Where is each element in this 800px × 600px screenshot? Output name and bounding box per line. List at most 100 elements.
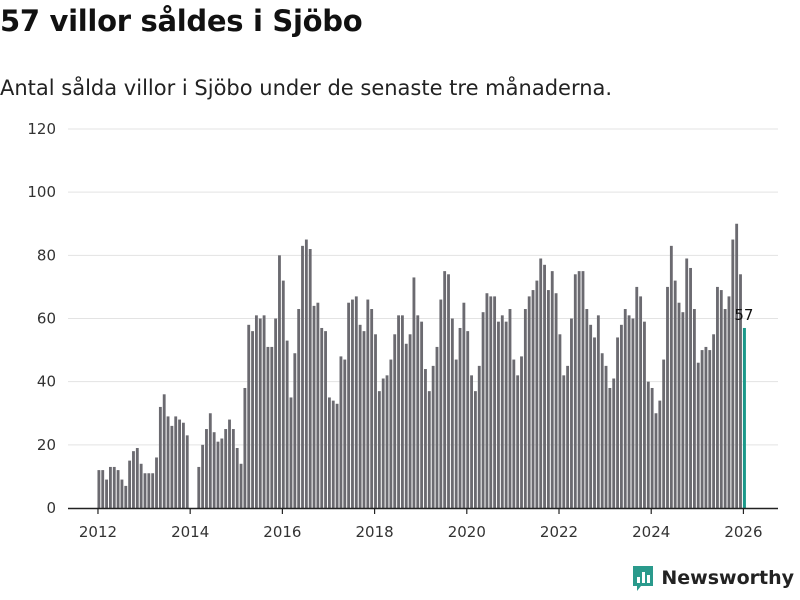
bar	[454, 359, 458, 508]
bar	[339, 356, 343, 508]
bar	[270, 346, 274, 508]
bar	[201, 444, 205, 508]
bar	[581, 271, 585, 508]
bar	[450, 318, 454, 508]
bar	[685, 258, 689, 508]
bar	[343, 359, 347, 508]
bar	[124, 485, 128, 508]
bar	[416, 315, 420, 508]
bar	[205, 429, 208, 508]
bar	[293, 353, 297, 508]
bar	[570, 318, 573, 508]
bar	[97, 470, 101, 508]
bar	[354, 296, 358, 508]
bar	[643, 321, 646, 508]
bar	[139, 463, 143, 508]
bar	[600, 353, 604, 508]
bar	[385, 375, 389, 508]
bar	[619, 324, 623, 508]
bar	[635, 286, 639, 508]
bar	[301, 245, 304, 508]
x-tick-label: 2014	[171, 523, 209, 541]
bar	[224, 429, 228, 508]
bar	[543, 264, 546, 508]
bar	[220, 438, 224, 508]
bar	[308, 249, 312, 508]
bar	[235, 447, 239, 508]
labels: 0 20 40 60 80 100 120 57 2012 2014 2016 2018 2020 202…	[27, 120, 762, 541]
bar	[281, 280, 285, 508]
x-tick-label: 2018	[355, 523, 393, 541]
bar	[228, 419, 231, 508]
bar	[335, 403, 339, 508]
bar	[493, 296, 497, 508]
bar	[719, 290, 723, 508]
bars	[97, 223, 746, 508]
chart-title: 57 villor såldes i Sjöbo	[0, 4, 363, 38]
x-tick-label: 2022	[540, 523, 578, 541]
bar	[185, 435, 189, 508]
newsworthy-logo-icon	[633, 566, 654, 591]
bar	[646, 381, 650, 508]
bar	[362, 331, 366, 508]
bar	[166, 416, 170, 508]
bar	[424, 369, 427, 508]
bar	[366, 299, 370, 508]
bar	[120, 479, 124, 508]
bar	[243, 387, 247, 508]
bar	[539, 258, 543, 508]
bar	[112, 466, 116, 508]
y-tick-label: 0	[46, 499, 56, 517]
bar	[585, 309, 589, 508]
bar	[712, 334, 716, 508]
bar	[458, 327, 462, 508]
brand-name: Newsworthy	[661, 567, 794, 589]
bar	[116, 470, 120, 508]
x-tick-label: 2012	[79, 523, 117, 541]
bar	[739, 274, 742, 508]
bar	[508, 309, 512, 508]
bar	[554, 293, 558, 508]
bar	[466, 331, 470, 508]
x-tick-label: 2020	[448, 523, 486, 541]
bar	[666, 286, 669, 508]
y-tick-label: 80	[37, 246, 56, 264]
bar	[692, 309, 696, 508]
bar	[631, 318, 635, 508]
bar	[147, 473, 151, 508]
bar	[512, 359, 516, 508]
bar	[650, 387, 654, 508]
bar	[562, 375, 566, 508]
bar	[577, 271, 581, 508]
bar	[716, 286, 719, 508]
bar	[654, 413, 658, 508]
bar	[420, 321, 424, 508]
bar	[639, 296, 643, 508]
bar	[696, 362, 700, 508]
bar	[516, 375, 520, 508]
bar	[324, 331, 327, 508]
x-tick-label: 2024	[632, 523, 670, 541]
bar	[546, 290, 550, 508]
bar	[662, 359, 666, 508]
bar	[704, 346, 708, 508]
bar	[247, 324, 251, 508]
bar	[412, 277, 416, 508]
bar	[689, 267, 692, 508]
bar	[427, 391, 431, 508]
bar	[400, 315, 404, 508]
bar	[593, 337, 596, 508]
bar	[531, 290, 535, 508]
bar	[304, 239, 308, 508]
bar	[170, 425, 174, 508]
bar	[374, 334, 377, 508]
bar	[274, 318, 278, 508]
bar	[370, 309, 374, 508]
bar	[735, 223, 739, 508]
y-tick-label: 120	[27, 120, 56, 138]
bar	[216, 441, 220, 508]
bar	[331, 400, 335, 508]
bar	[101, 470, 105, 508]
bar	[389, 359, 393, 508]
bar	[316, 302, 320, 508]
